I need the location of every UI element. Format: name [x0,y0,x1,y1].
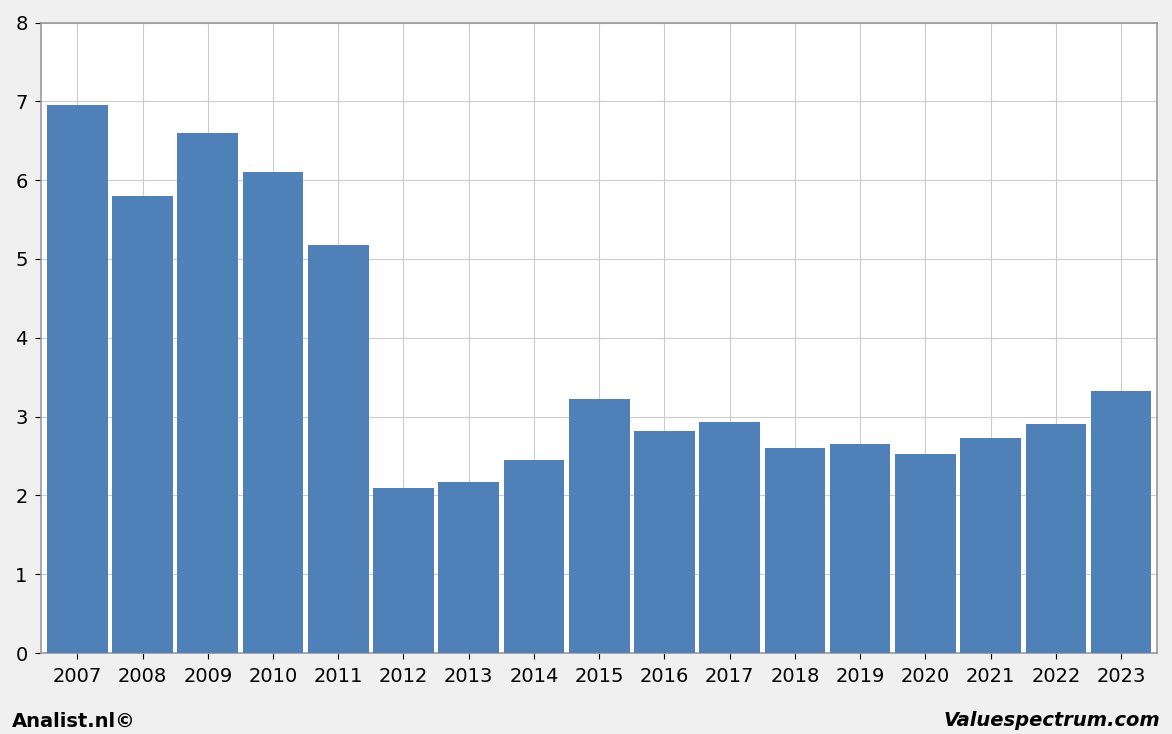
Bar [47,105,108,653]
Text: Valuespectrum.com: Valuespectrum.com [943,711,1160,730]
Bar [177,133,238,653]
Bar [438,482,499,653]
Bar [830,444,891,653]
Bar [308,244,368,653]
Bar [895,454,955,653]
Bar [113,196,172,653]
Bar [504,460,564,653]
Bar [960,438,1021,653]
Bar [764,448,825,653]
Bar [1026,424,1086,653]
Text: Analist.nl©: Analist.nl© [12,711,136,730]
Bar [700,422,759,653]
Bar [1091,390,1151,653]
Bar [373,488,434,653]
Bar [568,399,629,653]
Bar [634,431,695,653]
Bar [243,172,304,653]
